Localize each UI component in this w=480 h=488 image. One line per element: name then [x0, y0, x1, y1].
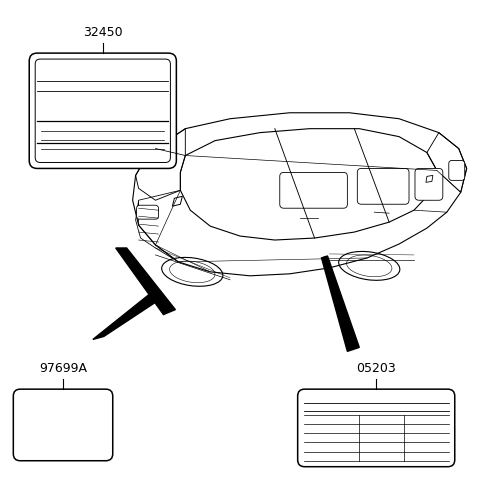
FancyBboxPatch shape [13, 389, 113, 461]
Polygon shape [116, 248, 175, 315]
FancyBboxPatch shape [357, 168, 409, 204]
FancyBboxPatch shape [35, 59, 170, 163]
FancyBboxPatch shape [280, 172, 348, 208]
FancyBboxPatch shape [415, 168, 443, 200]
Text: 97699A: 97699A [39, 362, 87, 375]
Text: 32450: 32450 [83, 26, 122, 39]
Text: 05203: 05203 [356, 362, 396, 375]
Polygon shape [322, 256, 360, 351]
FancyBboxPatch shape [449, 161, 465, 181]
FancyBboxPatch shape [29, 53, 176, 168]
FancyBboxPatch shape [137, 205, 158, 219]
Polygon shape [93, 292, 162, 340]
FancyBboxPatch shape [298, 389, 455, 467]
